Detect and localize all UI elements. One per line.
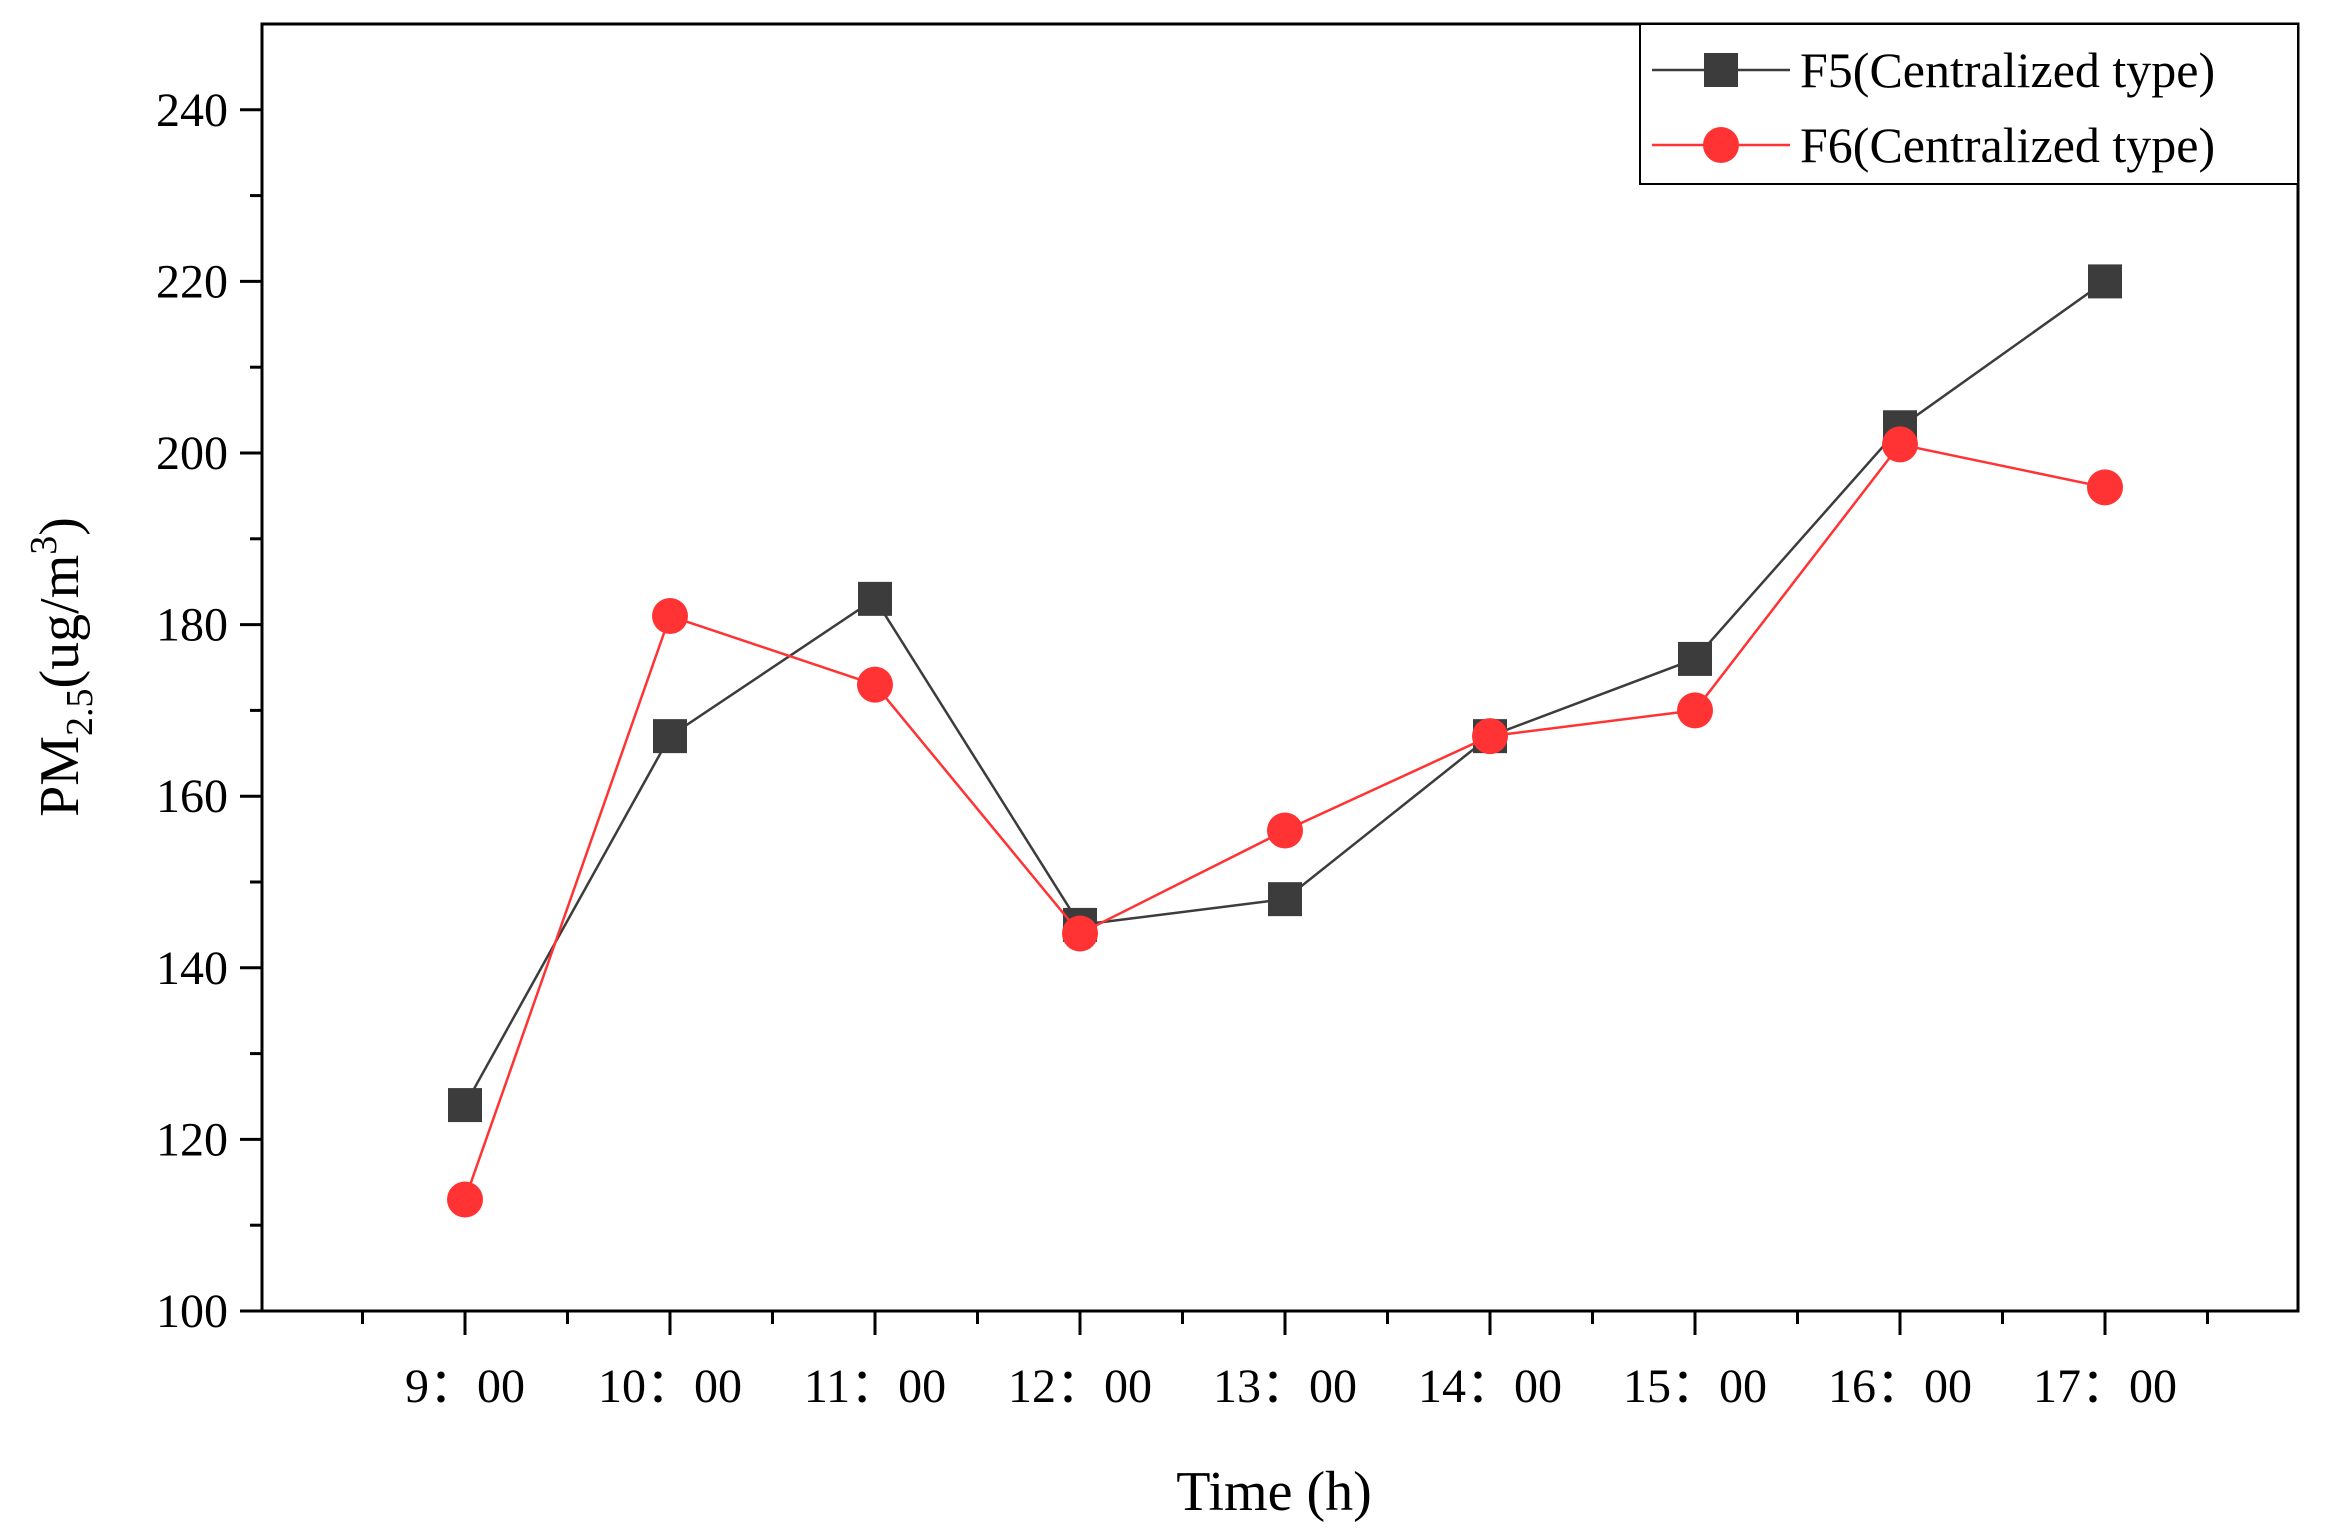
y-axis-title-main: PM xyxy=(29,736,91,817)
y-axis-title: PM2.5(ug/m3) xyxy=(23,517,101,817)
y-axis-title-unit-open: (ug/m xyxy=(29,555,91,689)
y-axis-title-subscript: 2.5 xyxy=(59,688,101,736)
data-point-circle xyxy=(1062,915,1098,952)
data-point-circle xyxy=(652,598,688,635)
x-axis: 9：00 10：00 11：00 12：00 13：00 14：00 15：00 16：00 1… xyxy=(361,1311,2209,1413)
x-tick-label: 12：00 xyxy=(1008,1360,1152,1413)
data-point-circle xyxy=(857,666,893,703)
data-point-square xyxy=(1678,641,1712,676)
y-tick-label: 200 xyxy=(156,427,228,480)
data-point-square xyxy=(2088,264,2122,299)
legend-box xyxy=(1639,23,2299,185)
y-axis-title-superscript: 3 xyxy=(23,536,65,555)
y-tick-label: 180 xyxy=(156,599,228,652)
y-tick-label: 100 xyxy=(156,1285,228,1338)
legend-items: F5(Centralized type) F6(Centralized type) xyxy=(1652,42,2215,173)
x-tick-label: 17：00 xyxy=(2033,1360,2177,1413)
series-1 xyxy=(448,264,2122,1123)
x-tick-label: 16：00 xyxy=(1828,1360,1972,1413)
series-2 xyxy=(447,426,2123,1218)
y-tick-label: 160 xyxy=(156,770,228,823)
x-axis-title: Time (h) xyxy=(1176,1461,1372,1523)
y-axis: 100 120 140 160 180 200 220 240 xyxy=(156,84,262,1338)
data-point-circle xyxy=(1267,812,1303,849)
legend: F5(Centralized type) F6(Centralized type) xyxy=(1639,23,2299,185)
data-point-square xyxy=(448,1088,482,1123)
legend-marker-square xyxy=(1704,53,1738,87)
legend-item-1: F5(Centralized type) xyxy=(1652,42,2215,98)
y-axis-title-unit-close: ) xyxy=(29,517,91,536)
x-tick-label: 15：00 xyxy=(1623,1360,1767,1413)
x-tick-label: 13：00 xyxy=(1213,1360,1357,1413)
data-point-square xyxy=(1268,882,1302,917)
plot-frame xyxy=(260,22,2300,1313)
y-tick-label: 240 xyxy=(156,84,228,137)
x-tick-label: 9：00 xyxy=(405,1360,525,1413)
data-point-circle xyxy=(1677,692,1713,729)
legend-label: F6(Centralized type) xyxy=(1800,117,2215,173)
data-point-circle xyxy=(2087,469,2123,506)
data-point-square xyxy=(858,581,892,616)
data-point-circle xyxy=(447,1181,483,1218)
legend-label: F5(Centralized type) xyxy=(1800,42,2215,98)
x-tick-label: 14：00 xyxy=(1418,1360,1562,1413)
data-point-square xyxy=(653,719,687,754)
series-layer xyxy=(447,264,2123,1218)
y-tick-label: 220 xyxy=(156,255,228,308)
series-line xyxy=(463,280,2106,1106)
data-point-circle xyxy=(1882,426,1918,463)
data-point-circle xyxy=(1472,718,1508,755)
legend-item-2: F6(Centralized type) xyxy=(1652,117,2215,173)
x-tick-label: 11：00 xyxy=(804,1360,946,1413)
x-tick-label: 10：00 xyxy=(598,1360,742,1413)
y-tick-label: 120 xyxy=(156,1113,228,1166)
y-tick-label: 140 xyxy=(156,942,228,995)
legend-marker-circle xyxy=(1703,127,1739,163)
